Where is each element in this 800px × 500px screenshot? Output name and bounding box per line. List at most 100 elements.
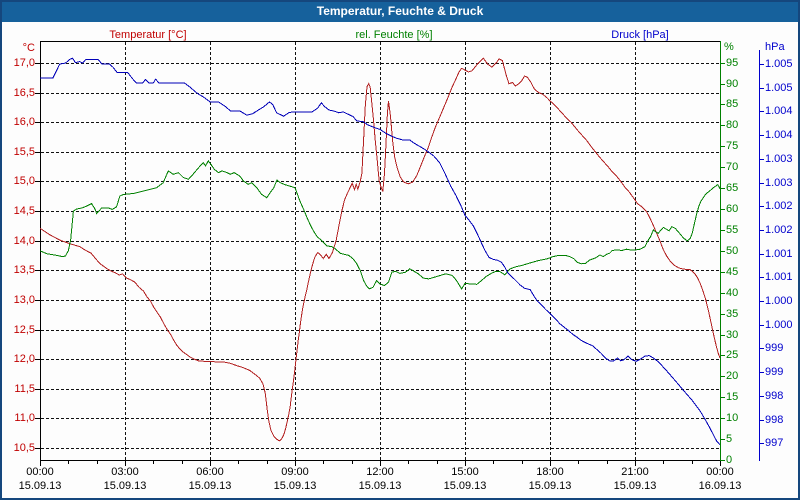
temp-axis-tick <box>35 211 40 213</box>
window-titlebar: Temperatur, Feuchte & Druck <box>0 0 800 22</box>
humidity-axis-tick <box>721 293 725 294</box>
humidity-axis-tick <box>721 272 725 273</box>
x-axis-time-label: 03:00 <box>111 466 139 478</box>
x-axis-minor-tick <box>522 461 523 464</box>
temp-axis-tick <box>35 299 40 301</box>
legend-label-2: Druck [hPa] <box>611 29 669 41</box>
v-gridline <box>635 42 636 460</box>
temp-axis-tick-label: 16,0 <box>13 116 35 129</box>
humidity-axis-tick-label: 80 <box>726 119 739 131</box>
pressure-axis-tick-label: 999 <box>765 342 784 354</box>
temp-axis-tick <box>35 240 40 242</box>
humidity-axis-tick-label: 45 <box>726 266 739 278</box>
humidity-axis-tick <box>721 418 725 419</box>
pressure-axis-tick <box>760 277 764 278</box>
x-axis-time-label: 18:00 <box>536 466 564 478</box>
humidity-axis-tick <box>721 63 725 64</box>
pressure-axis-tick <box>760 88 764 89</box>
humidity-axis-tick-label: 60 <box>726 203 739 215</box>
humidity-axis-tick-label: 0 <box>726 454 733 466</box>
x-axis-minor-tick <box>182 461 183 464</box>
temp-axis-tick <box>35 418 40 420</box>
humidity-axis-tick-label: 50 <box>726 245 739 257</box>
pressure-axis-tick <box>760 111 764 112</box>
humidity-axis-tick <box>721 125 725 126</box>
x-axis-minor-tick <box>97 461 98 464</box>
series-plot <box>40 57 720 446</box>
pressure-axis-tick-label: 1.005 <box>765 58 793 70</box>
temp-axis-tick-label: 13,5 <box>13 264 35 277</box>
pressure-axis-tick <box>760 325 764 326</box>
humidity-axis-tick <box>721 376 725 377</box>
percent-unit-label: % <box>724 41 734 53</box>
pressure-axis-tick <box>760 372 764 373</box>
pressure-axis-tick-label: 1.000 <box>765 319 793 331</box>
humidity-series-line <box>40 159 720 290</box>
pressure-axis-tick <box>760 254 764 255</box>
x-axis-date-label: 15.09.13 <box>188 480 232 492</box>
temp-axis-tick <box>35 63 40 64</box>
humidity-axis-tick-label: 30 <box>726 329 739 341</box>
plot-border-top <box>40 41 721 42</box>
pressure-axis-tick-label: 1.002 <box>765 224 793 236</box>
x-axis-time-label: 12:00 <box>366 466 394 478</box>
pressure-axis-tick <box>760 301 764 302</box>
x-axis-major-tick <box>635 461 636 466</box>
humidity-axis-tick-label: 10 <box>726 412 739 424</box>
pressure-axis-tick-label: 1.003 <box>765 177 793 189</box>
temp-axis-tick-label: 12,5 <box>13 323 35 336</box>
humidity-axis-tick-label: 20 <box>726 370 739 382</box>
humidity-axis-tick <box>721 104 725 105</box>
pressure-axis-tick <box>760 64 764 65</box>
humidity-axis-tick-label: 25 <box>726 349 739 361</box>
pressure-axis-tick-label: 999 <box>765 366 784 378</box>
pressure-axis-tick-label: 997 <box>765 437 784 449</box>
temp-axis-tick-label: 13,0 <box>13 293 35 306</box>
x-axis-date-label: 15.09.13 <box>528 480 572 492</box>
humidity-axis-tick <box>721 397 725 398</box>
humidity-axis-tick <box>721 439 725 440</box>
temp-axis-tick <box>35 181 40 183</box>
x-axis-major-tick <box>210 461 211 466</box>
temp-axis-tick-label: 11,5 <box>14 382 35 395</box>
pressure-series-line <box>40 57 720 446</box>
humidity-axis-tick <box>721 314 725 315</box>
x-axis-date-label: 15.09.13 <box>443 480 487 492</box>
humidity-axis-tick <box>721 209 725 210</box>
pressure-axis-tick <box>760 230 764 231</box>
temp-axis-tick-label: 14,0 <box>13 234 35 247</box>
legend-label-0: Temperatur [°C] <box>109 29 187 41</box>
humidity-axis-tick <box>721 188 725 189</box>
hpa-unit-label: hPa <box>765 41 785 53</box>
humidity-axis-tick <box>721 230 725 231</box>
pressure-axis-tick <box>760 396 764 397</box>
pressure-axis-tick <box>760 206 764 207</box>
temp-axis-tick <box>35 329 40 331</box>
humidity-axis-tick <box>721 167 725 168</box>
temp-axis-tick <box>35 270 40 272</box>
v-gridline <box>550 42 551 460</box>
humidity-axis-tick <box>721 355 725 356</box>
x-axis-minor-tick <box>578 461 579 464</box>
window-title: Temperatur, Feuchte & Druck <box>316 4 484 18</box>
pressure-axis-tick-label: 1.004 <box>765 105 793 117</box>
x-axis-date-label: 15.09.13 <box>273 480 317 492</box>
humidity-axis-tick-label: 40 <box>726 287 739 299</box>
v-gridline <box>380 42 381 460</box>
v-gridline <box>125 42 126 460</box>
x-axis-major-tick <box>720 461 721 466</box>
pressure-axis-tick-label: 998 <box>765 414 784 426</box>
v-gridline <box>295 42 296 460</box>
temp-axis-tick <box>35 151 40 153</box>
temp-axis-tick-label: 17,0 <box>13 57 35 69</box>
x-axis-major-tick <box>465 461 466 466</box>
pressure-axis-line <box>759 50 760 461</box>
temp-axis-tick-label: 11,0 <box>14 412 35 425</box>
x-axis-minor-tick <box>692 461 693 464</box>
v-gridline <box>465 42 466 460</box>
x-axis-time-label: 00:00 <box>26 466 54 478</box>
humidity-axis-line <box>720 41 721 461</box>
temp-axis-tick <box>35 92 40 94</box>
humidity-axis-tick <box>721 84 725 85</box>
